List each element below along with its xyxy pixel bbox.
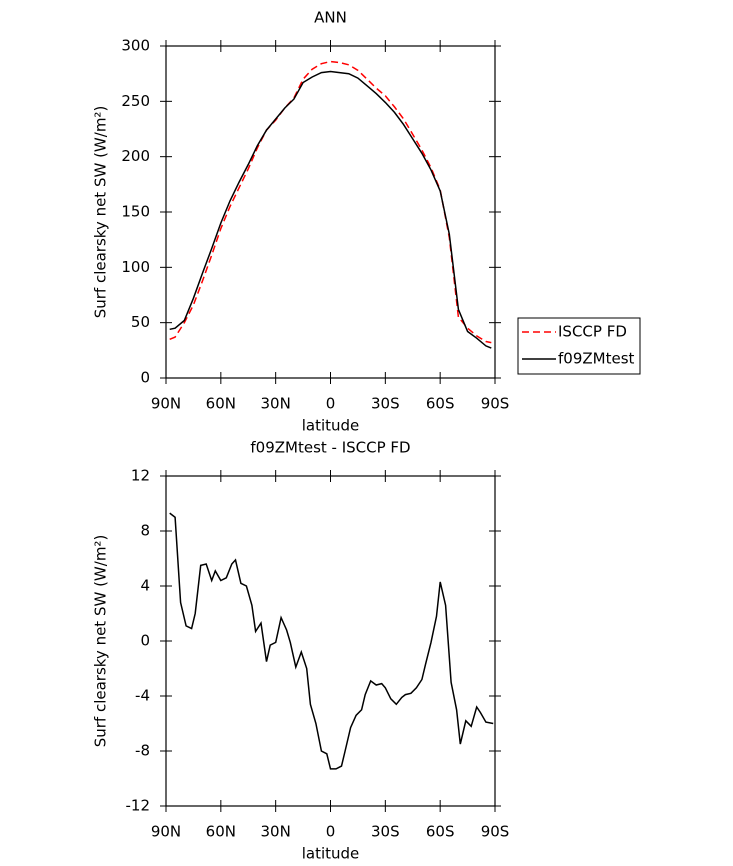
legend-label: ISCCP FD — [558, 323, 627, 341]
y-tick-label: 0 — [140, 632, 150, 650]
y-tick-label: 0 — [140, 369, 150, 387]
y-axis-label: Surf clearsky net SW (W/m²) — [92, 535, 110, 748]
x-tick-label: 30S — [371, 395, 400, 413]
x-tick-label: 0 — [326, 395, 336, 413]
plot-frame — [165, 475, 496, 807]
x-tick-label: 60S — [426, 395, 455, 413]
x-tick-label: 90S — [481, 823, 510, 841]
x-tick-label: 90S — [481, 395, 510, 413]
x-tick-label: 90N — [151, 395, 181, 413]
x-tick-label: 60N — [206, 395, 236, 413]
y-tick-label: -12 — [126, 797, 151, 815]
y-tick-label: 100 — [121, 258, 150, 276]
y-tick-label: 300 — [121, 37, 150, 55]
legend-box — [517, 317, 641, 375]
chart-title: f09ZMtest - ISCCP FD — [250, 439, 410, 457]
y-tick-label: 12 — [131, 467, 150, 485]
y-tick-label: -8 — [135, 742, 150, 760]
x-tick-label: 60N — [206, 823, 236, 841]
y-tick-label: 150 — [121, 203, 150, 221]
data-line — [169, 70, 492, 349]
y-axis-label: Surf clearsky net SW (W/m²) — [92, 106, 110, 319]
x-axis-label: latitude — [302, 417, 360, 435]
y-tick-label: -4 — [135, 687, 150, 705]
data-line — [169, 512, 494, 770]
plot-frame — [165, 45, 496, 379]
y-tick-label: 250 — [121, 92, 150, 110]
y-tick-label: 200 — [121, 147, 150, 165]
y-tick-label: 50 — [131, 313, 150, 331]
y-tick-label: 4 — [140, 577, 150, 595]
x-tick-label: 30S — [371, 823, 400, 841]
y-tick-label: 8 — [140, 522, 150, 540]
x-tick-label: 60S — [426, 823, 455, 841]
x-tick-label: 30N — [261, 823, 291, 841]
x-tick-label: 30N — [261, 395, 291, 413]
legend-label: f09ZMtest — [558, 350, 635, 368]
x-axis-label: latitude — [302, 845, 360, 863]
x-tick-label: 90N — [151, 823, 181, 841]
x-tick-label: 0 — [326, 823, 336, 841]
chart-title: ANN — [314, 9, 347, 27]
data-line — [169, 60, 492, 344]
